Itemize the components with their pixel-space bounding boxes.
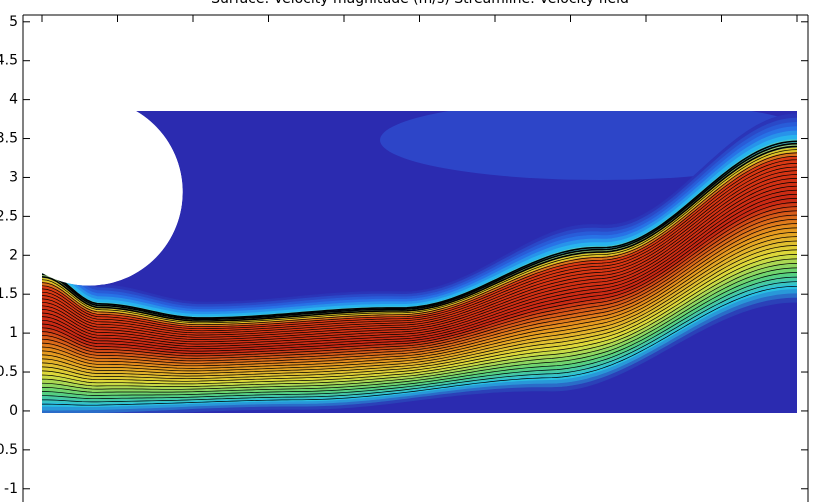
upper-jet — [380, 111, 797, 180]
streamline — [42, 210, 797, 359]
streamline — [42, 218, 797, 364]
streamline — [42, 181, 797, 343]
y-tick-label: 1 — [9, 325, 18, 341]
y-tick-label: 4.5 — [0, 53, 18, 69]
y-tick-label: -1 — [4, 481, 18, 497]
streamline — [42, 258, 797, 387]
streamline — [42, 152, 797, 326]
axes: 5 4.5 4 3.5 3 2.5 2 1.5 1 0.5 0 -0.5 -1 — [0, 14, 809, 502]
streamline — [42, 281, 797, 403]
streamline — [42, 145, 797, 322]
streamline — [42, 198, 797, 352]
y-tick-label: 2.5 — [0, 208, 18, 224]
chart-title: Surface: Velocity magnitude (m/s) Stream… — [211, 0, 629, 7]
streamline — [42, 178, 797, 340]
y-tick-label: 0.5 — [0, 364, 18, 380]
streamline — [42, 155, 797, 327]
streamline — [42, 272, 797, 396]
streamline — [42, 249, 797, 382]
streamline — [42, 140, 797, 319]
streamline — [42, 206, 797, 357]
streamline — [42, 193, 797, 350]
streamline — [42, 202, 797, 354]
streamline — [42, 149, 797, 324]
streamline — [42, 267, 797, 393]
streamline — [42, 231, 797, 372]
streamline — [42, 254, 797, 385]
streamline — [42, 263, 797, 390]
velocity-strip — [42, 297, 797, 413]
y-tick-label: 3.5 — [0, 131, 18, 147]
streamline — [42, 236, 797, 374]
y-tick-label: 0 — [9, 403, 18, 419]
streamline — [42, 276, 797, 400]
streamline — [42, 214, 797, 362]
streamline — [42, 240, 797, 377]
y-tick-label: 4 — [9, 92, 18, 108]
velocity-field — [42, 111, 797, 413]
streamline — [42, 174, 797, 338]
streamline — [42, 189, 797, 347]
y-tick-label: 5 — [9, 14, 18, 30]
streamline — [42, 245, 797, 380]
streamline — [42, 285, 797, 406]
streamline — [42, 223, 797, 367]
y-tick-label: 2 — [9, 247, 18, 263]
streamline — [42, 185, 797, 345]
streamline — [42, 227, 797, 369]
streamline — [42, 159, 797, 330]
y-tick-label: -0.5 — [0, 442, 18, 458]
streamline — [42, 142, 797, 321]
streamline — [42, 170, 797, 336]
streamline — [42, 163, 797, 332]
y-tick-label: 3 — [9, 169, 18, 185]
y-tick-label: 1.5 — [0, 286, 18, 302]
streamline — [42, 166, 797, 334]
